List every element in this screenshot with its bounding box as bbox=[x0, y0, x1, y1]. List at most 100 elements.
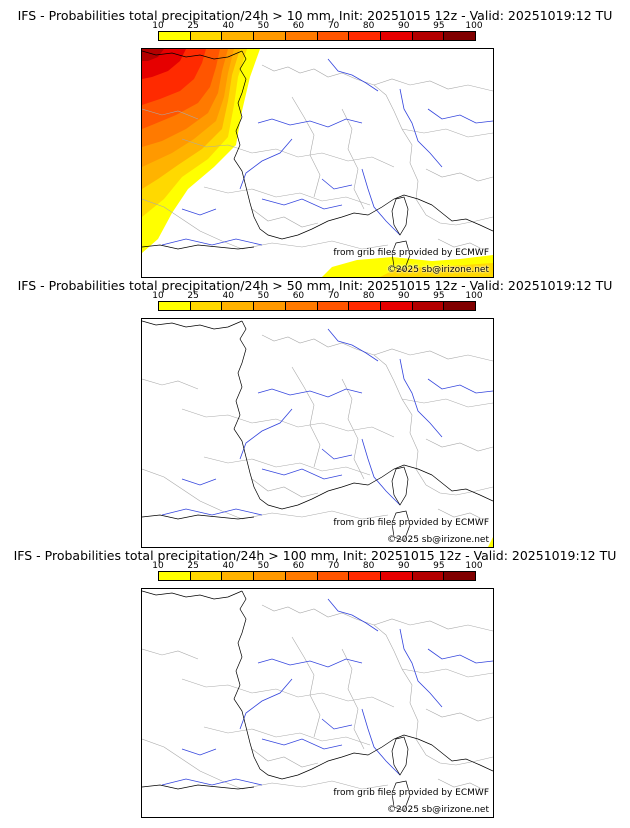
colorbar-swatch bbox=[190, 572, 223, 580]
colorbar-tick-label: 80 bbox=[362, 561, 375, 571]
admin-border bbox=[241, 510, 389, 520]
colorbar-tick-label: 25 bbox=[187, 291, 199, 301]
map-base-layers bbox=[142, 50, 493, 272]
admin-border bbox=[341, 108, 365, 210]
colorbar-swatch bbox=[159, 302, 191, 310]
source-credit: from grib files provided by ECMWF bbox=[333, 788, 489, 798]
colorbar-swatch bbox=[412, 572, 445, 580]
colorbar-tick-labels: 10 25 40 50 60 70 80 90 95 100 bbox=[146, 561, 506, 571]
river bbox=[399, 358, 443, 438]
source-credit: from grib files provided by ECMWF bbox=[333, 518, 489, 528]
colorbar-tick-label: 60 bbox=[292, 21, 305, 31]
panel-title: IFS - Probabilities total precipitation/… bbox=[17, 278, 613, 293]
coastline bbox=[233, 50, 433, 240]
river bbox=[321, 178, 353, 190]
colorbar-tick-label: 80 bbox=[362, 21, 375, 31]
admin-border bbox=[425, 214, 493, 226]
admin-border bbox=[437, 778, 487, 792]
river bbox=[327, 598, 379, 632]
colorbar-tick-label: 25 bbox=[187, 561, 199, 571]
colorbar-swatch bbox=[412, 32, 445, 40]
colorbar-swatch bbox=[285, 572, 318, 580]
admin-border bbox=[373, 78, 493, 92]
colorbar-tick-label: 70 bbox=[327, 291, 340, 301]
colorbar-swatch bbox=[159, 572, 191, 580]
coastline bbox=[142, 50, 243, 60]
colorbar-swatch bbox=[444, 572, 476, 580]
coastline bbox=[391, 466, 409, 506]
colorbar-tick-label: 95 bbox=[433, 21, 445, 31]
colorbar-swatch bbox=[190, 32, 223, 40]
colorbar-tick-label: 95 bbox=[433, 561, 445, 571]
river bbox=[239, 138, 293, 190]
river bbox=[261, 198, 343, 210]
admin-border bbox=[341, 648, 365, 750]
colorbar-swatch bbox=[349, 32, 381, 40]
probability-map: from grib files provided by ECMWF ©2025 … bbox=[141, 588, 494, 818]
coastline bbox=[391, 780, 411, 812]
source-credit: from grib files provided by ECMWF bbox=[333, 248, 489, 258]
colorbar-swatch bbox=[317, 302, 350, 310]
river bbox=[361, 708, 401, 776]
colorbar-swatch bbox=[254, 32, 286, 40]
forecast-panel-50mm: IFS - Probabilities total precipitation/… bbox=[0, 278, 630, 548]
colorbar-tick-label: 10 bbox=[152, 561, 164, 571]
river bbox=[257, 388, 363, 398]
river bbox=[321, 448, 353, 460]
colorbar-swatch bbox=[349, 302, 381, 310]
forecast-panel-100mm: IFS - Probabilities total precipitation/… bbox=[0, 548, 630, 818]
colorbar-tick-label: 40 bbox=[222, 21, 234, 31]
coastline bbox=[391, 736, 409, 776]
copyright-notice: ©2025 sb@irizone.net bbox=[387, 805, 489, 815]
colorbar-swatch bbox=[254, 302, 286, 310]
coastline bbox=[142, 244, 255, 250]
copyright-notice: ©2025 sb@irizone.net bbox=[387, 265, 489, 275]
river bbox=[161, 508, 263, 516]
admin-border bbox=[373, 618, 493, 632]
map-base-layers bbox=[142, 320, 493, 542]
admin-border bbox=[425, 754, 493, 766]
river bbox=[327, 58, 379, 92]
admin-border bbox=[291, 96, 321, 198]
colorbar-swatch bbox=[412, 302, 445, 310]
river bbox=[261, 738, 343, 750]
coastline bbox=[233, 320, 433, 510]
colorbar-swatch bbox=[380, 572, 413, 580]
admin-border bbox=[401, 128, 427, 216]
river bbox=[361, 168, 401, 236]
coastline bbox=[142, 320, 243, 330]
colorbar-tick-labels: 10 25 40 50 60 70 80 90 95 100 bbox=[146, 291, 506, 301]
colorbar-tick-label: 40 bbox=[222, 291, 234, 301]
colorbar bbox=[158, 31, 476, 41]
river bbox=[239, 678, 293, 730]
admin-border bbox=[401, 398, 493, 408]
colorbar-swatch bbox=[222, 302, 255, 310]
river bbox=[239, 408, 293, 460]
admin-border bbox=[142, 378, 199, 390]
map-canvas bbox=[142, 49, 493, 277]
river bbox=[399, 628, 443, 708]
admin-border bbox=[142, 648, 199, 660]
colorbar-swatch bbox=[159, 32, 191, 40]
colorbar-tick-label: 70 bbox=[327, 21, 340, 31]
admin-border bbox=[251, 748, 319, 768]
admin-border bbox=[181, 408, 395, 438]
colorbar-tick-label: 90 bbox=[398, 561, 410, 571]
admin-border bbox=[261, 604, 403, 670]
river bbox=[181, 208, 217, 216]
colorbar-tick-label: 70 bbox=[327, 561, 340, 571]
admin-border bbox=[401, 668, 427, 756]
probability-contour-band bbox=[380, 263, 493, 277]
map-canvas bbox=[142, 320, 493, 547]
colorbar-swatch bbox=[317, 32, 350, 40]
river bbox=[261, 468, 343, 480]
admin-border bbox=[425, 484, 493, 496]
colorbar-swatch bbox=[254, 572, 286, 580]
colorbar-tick-label: 50 bbox=[257, 561, 270, 571]
river bbox=[427, 648, 493, 664]
colorbar-tick-label: 90 bbox=[398, 291, 410, 301]
colorbar-tick-label: 60 bbox=[292, 561, 305, 571]
admin-border bbox=[291, 636, 321, 738]
colorbar-swatch bbox=[444, 302, 476, 310]
colorbar-swatch bbox=[317, 572, 350, 580]
